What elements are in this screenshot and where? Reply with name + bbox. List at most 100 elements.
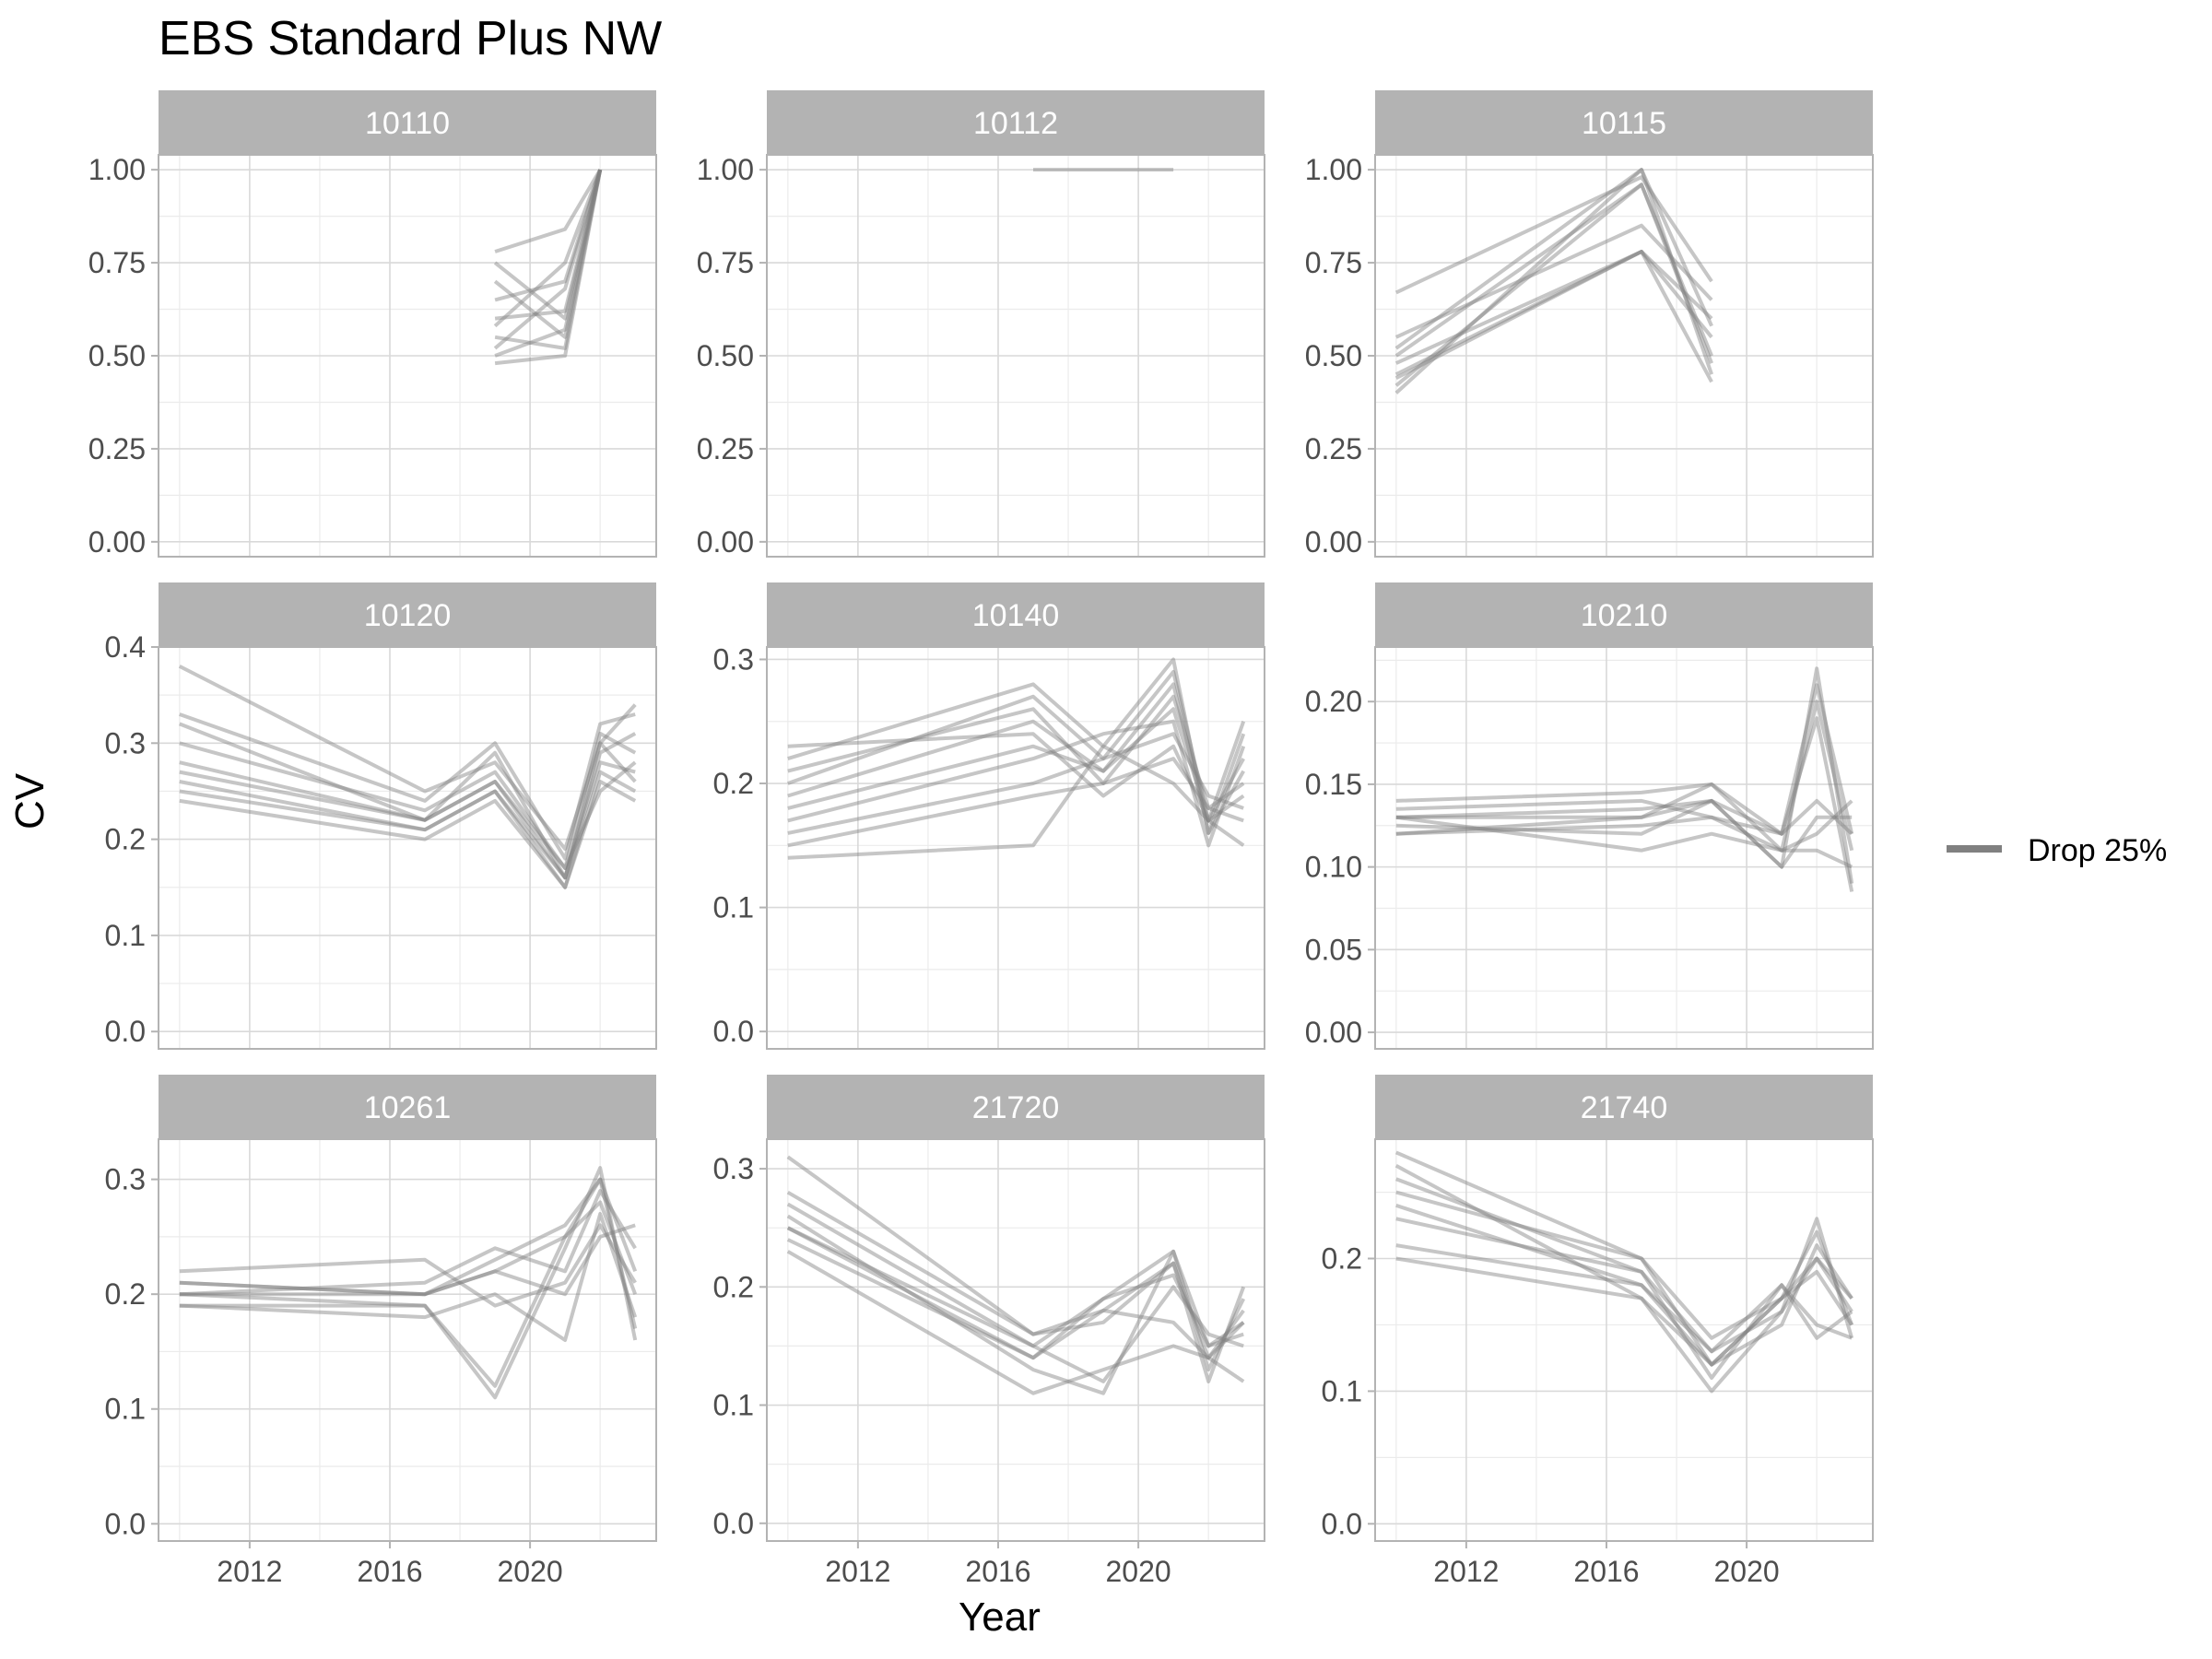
series-line-10110-9	[494, 169, 603, 358]
series-line-10261-6	[179, 1177, 638, 1388]
y-tick-label: 0.15	[1305, 768, 1362, 801]
x-tick-label: 2016	[1573, 1555, 1639, 1588]
series-line-10120-5	[179, 712, 636, 861]
series-line-10261-4	[179, 1189, 637, 1297]
panel-background	[1375, 647, 1873, 1049]
y-tick-label: 0.00	[697, 525, 754, 559]
x-tick-label: 2016	[965, 1555, 1030, 1588]
series-line-21720-3	[786, 1202, 1244, 1383]
y-tick-label: 0.3	[713, 642, 754, 676]
facet-strip-10210	[1375, 582, 1873, 647]
series-line-10115-5	[1394, 223, 1713, 339]
y-tick-label: 0.75	[697, 246, 754, 279]
y-tick-label: 0.0	[1322, 1507, 1362, 1540]
facet-strip-10140	[767, 582, 1265, 647]
series-line-10261-3	[179, 1212, 638, 1342]
series-line-10110-6	[493, 169, 603, 350]
facet-strip-21720	[767, 1075, 1265, 1139]
panel-background	[159, 1139, 656, 1541]
y-tick-label: 0.25	[88, 432, 146, 465]
x-tick-label: 2020	[498, 1555, 563, 1588]
series-line-10140-1	[787, 669, 1245, 823]
y-tick-label: 0.05	[1305, 933, 1362, 966]
series-line-10120-8	[179, 760, 637, 870]
series-line-10210-4	[1395, 799, 1853, 853]
series-line-10210-7	[1395, 716, 1854, 892]
series-line-10115-3	[1394, 250, 1713, 365]
series-line-21740-2	[1395, 1217, 1853, 1380]
series-line-10110-1	[494, 169, 603, 350]
y-tick-label: 0.50	[88, 339, 146, 372]
y-tick-label: 0.50	[697, 339, 754, 372]
series-line-10210-2	[1395, 683, 1854, 836]
facet-strip-21740	[1375, 1075, 1873, 1139]
x-axis-label: Year	[959, 1594, 1041, 1640]
y-tick-label: 0.3	[105, 1163, 146, 1196]
chart-title: EBS Standard Plus NW	[159, 12, 663, 65]
facet-strip-label-10110: 10110	[365, 106, 450, 141]
y-tick-label: 0.3	[713, 1152, 754, 1185]
y-tick-label: 0.0	[713, 1015, 754, 1048]
x-tick-label: 2012	[217, 1555, 282, 1588]
series-line-21720-5	[786, 1155, 1246, 1383]
y-tick-label: 0.1	[105, 1393, 146, 1426]
y-tick-label: 0.1	[105, 919, 146, 952]
series-line-10110-2	[494, 169, 603, 321]
y-tick-label: 0.00	[1305, 525, 1362, 559]
series-line-21720-0	[786, 1238, 1245, 1360]
y-tick-label: 0.1	[713, 891, 754, 924]
y-tick-label: 0.75	[88, 246, 146, 279]
y-tick-label: 1.00	[1305, 153, 1362, 186]
x-tick-label: 2020	[1714, 1555, 1780, 1588]
panel-background	[767, 1139, 1265, 1541]
series-line-10210-0	[1395, 666, 1854, 884]
series-line-10210-3	[1395, 798, 1853, 869]
series-line-21740-7	[1395, 1150, 1853, 1367]
series-line-10210-5	[1395, 782, 1853, 836]
facet-strip-10120	[159, 582, 656, 647]
series-line-10120-7	[178, 665, 637, 851]
series-line-10115-1	[1394, 182, 1713, 387]
panel-border	[1374, 1138, 1874, 1542]
y-tick-label: 0.0	[105, 1507, 146, 1540]
series-line-10115-2	[1394, 250, 1713, 376]
series-line-10261-5	[179, 1223, 637, 1308]
facet-strip-label-10112: 10112	[973, 106, 1058, 141]
y-tick-label: 0.2	[713, 1270, 754, 1303]
y-tick-label: 0.1	[713, 1389, 754, 1422]
y-tick-label: 0.1	[1322, 1374, 1362, 1407]
series-line-10120-3	[179, 731, 637, 870]
y-tick-label: 0.00	[1305, 1016, 1362, 1049]
facet-strip-label-10261: 10261	[364, 1090, 452, 1125]
y-tick-label: 0.75	[1305, 246, 1362, 279]
series-line-21720-4	[786, 1190, 1245, 1360]
facet-strip-10112	[767, 90, 1265, 155]
facet-strip-10110	[159, 90, 656, 155]
series-line-10120-4	[179, 722, 637, 880]
panel-background	[1375, 1139, 1873, 1541]
series-line-10261-1	[179, 1200, 638, 1297]
series-line-10261-7	[179, 1223, 636, 1297]
series-line-10110-8	[494, 169, 602, 253]
y-tick-label: 1.00	[88, 153, 146, 186]
y-tick-label: 0.00	[88, 525, 146, 559]
series-line-10110-3	[494, 169, 603, 302]
y-tick-label: 0.0	[105, 1015, 146, 1048]
y-tick-label: 0.4	[105, 630, 146, 664]
legend-label: Drop 25%	[2028, 833, 2168, 868]
series-line-10115-8	[1394, 168, 1713, 350]
series-line-10140-6	[787, 757, 1244, 848]
series-line-10261-0	[179, 1166, 638, 1400]
facet-strip-label-21720: 21720	[972, 1090, 1060, 1125]
series-line-10115-4	[1394, 182, 1713, 364]
x-tick-label: 2012	[1433, 1555, 1499, 1588]
series-line-21740-0	[1395, 1230, 1854, 1367]
y-tick-label: 0.25	[1305, 432, 1362, 465]
x-tick-label: 2016	[357, 1555, 422, 1588]
series-line-10210-6	[1395, 815, 1853, 869]
y-tick-label: 0.2	[713, 767, 754, 800]
facet-strip-label-10120: 10120	[364, 598, 452, 633]
x-tick-label: 2012	[825, 1555, 890, 1588]
y-tick-label: 0.2	[105, 823, 146, 856]
